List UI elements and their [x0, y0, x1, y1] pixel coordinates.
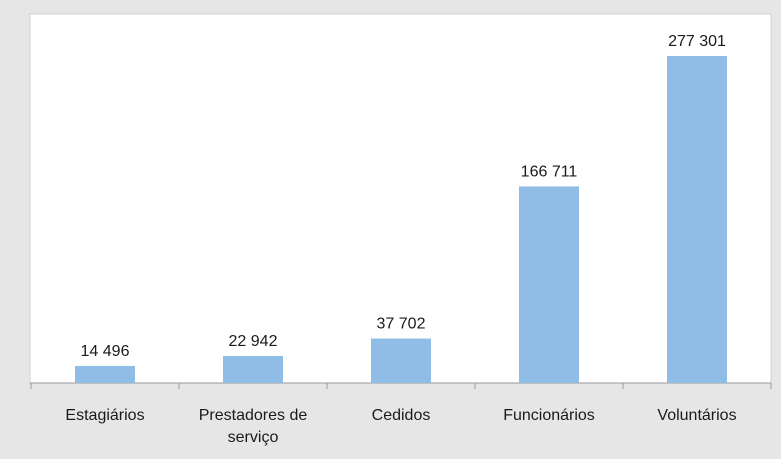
- x-tick-label: Prestadores de serviço: [198, 407, 308, 446]
- bar: [75, 365, 135, 383]
- bar: [519, 186, 579, 383]
- x-tick-label: Cedidos: [371, 407, 431, 424]
- x-tick-label: Funcionários: [503, 407, 595, 424]
- value-label: 37 702: [377, 316, 426, 333]
- value-label: 166 711: [521, 163, 578, 180]
- value-label: 277 301: [668, 33, 726, 50]
- plot-area: [29, 13, 772, 384]
- x-tick-label: Estagiários: [65, 407, 145, 424]
- bar: [667, 56, 727, 383]
- bar: [371, 338, 431, 383]
- bar: [223, 355, 283, 383]
- value-label: 22 942: [229, 333, 278, 350]
- x-tick-label: Voluntários: [657, 407, 737, 424]
- value-label: 14 496: [81, 343, 130, 360]
